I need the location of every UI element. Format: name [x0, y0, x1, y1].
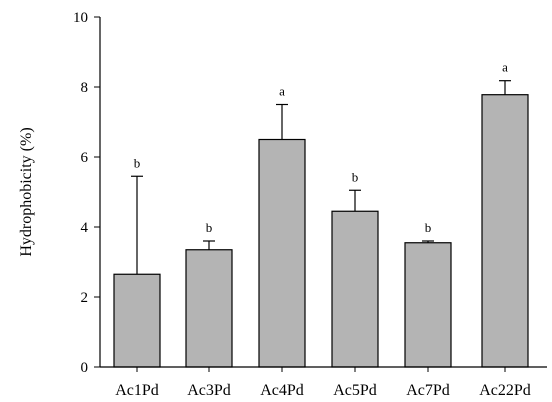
significance-label-ac1pd: b	[134, 155, 141, 170]
x-tick-label-ac4pd: Ac4Pd	[260, 382, 304, 399]
y-tick-label-6: 6	[81, 150, 89, 166]
bar-ac1pd	[113, 273, 161, 368]
bar-ac7pd	[404, 242, 452, 368]
x-tick-label-ac3pd: Ac3Pd	[187, 382, 231, 399]
bar-ac22pd	[481, 94, 529, 368]
bar-ac5pd	[331, 210, 379, 368]
bars-group	[113, 94, 529, 368]
x-tick-label-ac7pd: Ac7Pd	[406, 382, 450, 399]
y-axis: 0 2 4 6 8 10	[73, 10, 101, 376]
bar-ac4pd	[258, 138, 306, 368]
y-tick-label-8: 8	[81, 80, 89, 96]
x-tick-label-ac22pd: Ac22Pd	[479, 382, 531, 399]
error-bars-group	[131, 80, 511, 275]
significance-label-ac5pd: b	[352, 169, 359, 184]
y-tick-label-2: 2	[81, 290, 89, 306]
y-axis-title: Hydrophobicity (%)	[18, 127, 35, 256]
significance-label-ac7pd: b	[425, 220, 432, 235]
x-tick-label-ac5pd: Ac5Pd	[333, 382, 377, 399]
y-tick-label-0: 0	[81, 360, 89, 376]
significance-labels-group: b b a b b a	[134, 60, 508, 235]
y-tick-label-4: 4	[81, 220, 89, 236]
x-axis: Ac1Pd Ac3Pd Ac4Pd Ac5Pd Ac7Pd Ac22Pd	[100, 366, 547, 399]
significance-label-ac4pd: a	[279, 84, 285, 99]
y-tick-label-10: 10	[73, 10, 88, 26]
significance-label-ac22pd: a	[502, 60, 508, 75]
bar-ac3pd	[185, 249, 233, 368]
significance-label-ac3pd: b	[206, 220, 213, 235]
x-tick-label-ac1pd: Ac1Pd	[115, 382, 159, 399]
